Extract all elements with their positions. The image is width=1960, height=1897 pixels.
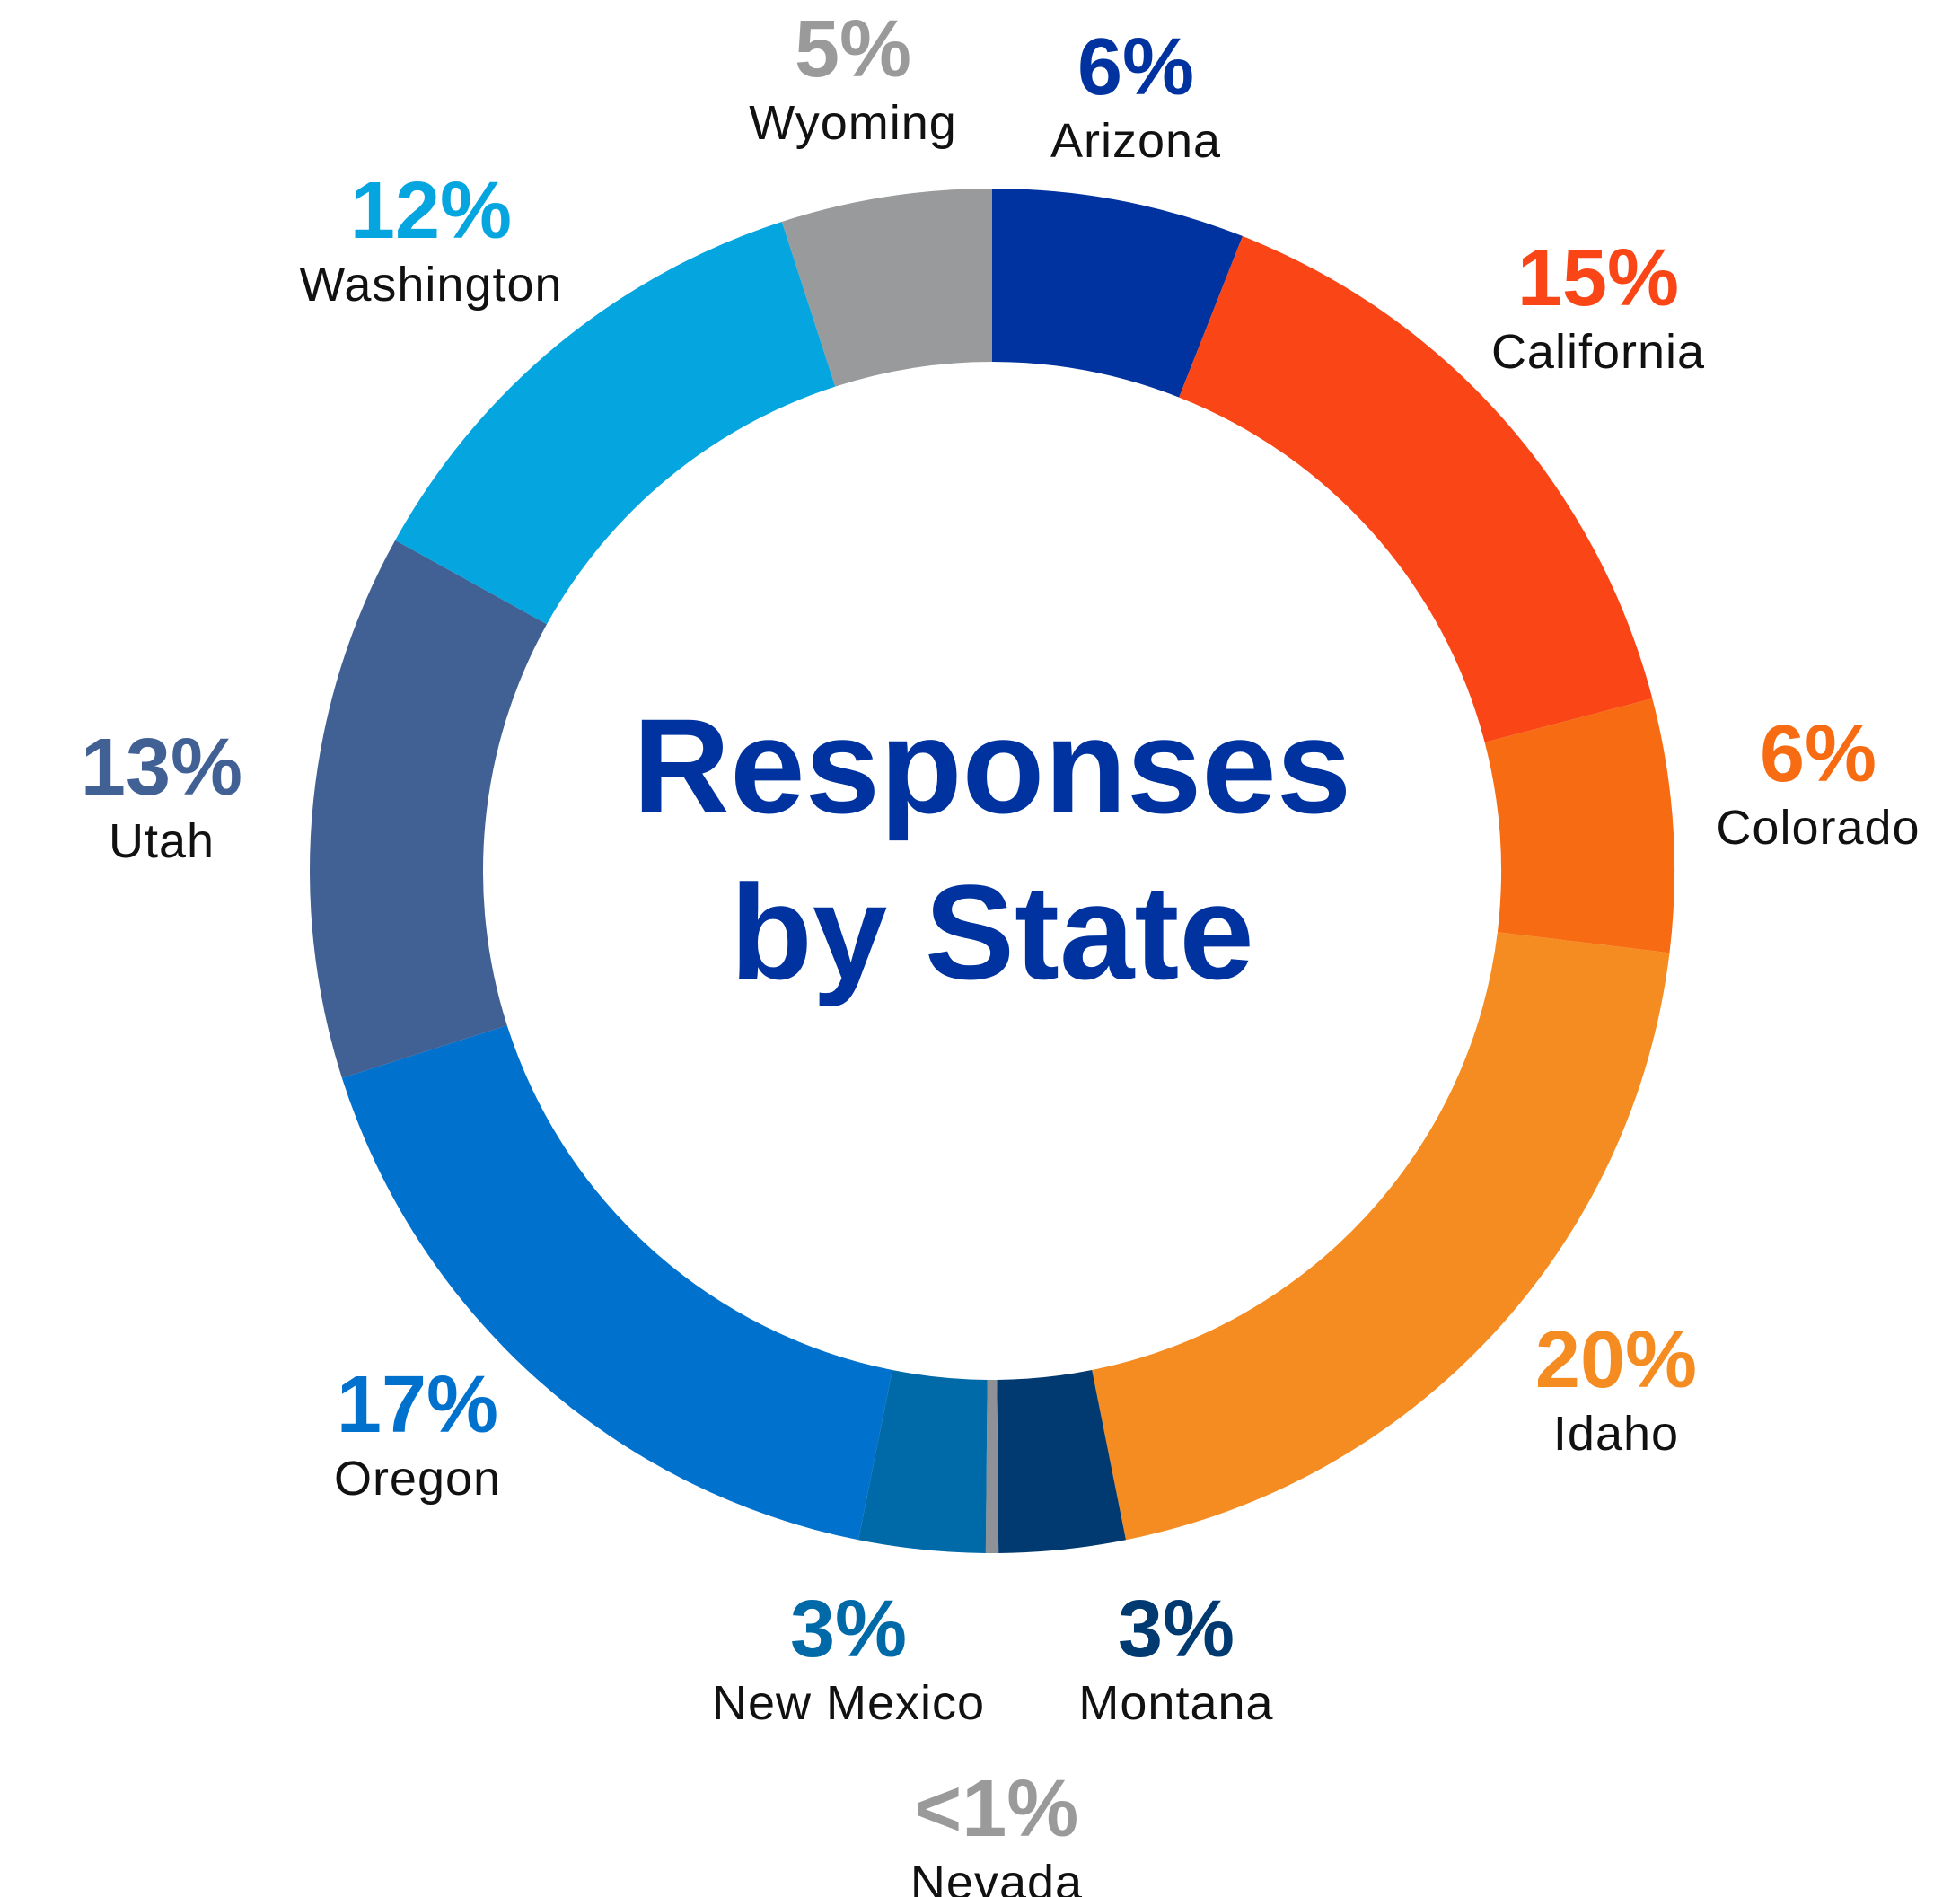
state-label-california: California	[1491, 325, 1705, 379]
pct-label-washington: 12%	[350, 166, 512, 256]
state-label-new-mexico: New Mexico	[712, 1676, 985, 1730]
chart-title-line-2: by State	[730, 856, 1254, 1007]
state-label-utah: Utah	[109, 814, 215, 868]
slice-montana	[997, 1369, 1126, 1553]
pct-label-idaho: 20%	[1535, 1315, 1697, 1405]
slice-utah	[310, 540, 548, 1078]
state-label-oregon: Oregon	[334, 1452, 501, 1506]
state-label-montana: Montana	[1078, 1676, 1273, 1730]
pct-label-nevada: <1%	[915, 1764, 1079, 1854]
slice-wyoming	[781, 189, 992, 387]
chart-title-line-1: Responses	[633, 690, 1351, 841]
pct-label-california: 15%	[1517, 233, 1679, 323]
pct-label-wyoming: 5%	[795, 4, 911, 94]
state-label-wyoming: Wyoming	[749, 96, 957, 150]
slice-new-mexico	[858, 1369, 988, 1553]
state-label-arizona: Arizona	[1050, 114, 1221, 168]
state-label-washington: Washington	[299, 258, 562, 312]
slice-nevada	[985, 1379, 999, 1553]
donut-slices	[310, 189, 1675, 1553]
pct-label-oregon: 17%	[337, 1360, 498, 1450]
slice-california	[1179, 236, 1653, 742]
pct-label-new-mexico: 3%	[790, 1585, 907, 1674]
slice-arizona	[992, 189, 1243, 398]
pct-label-colorado: 6%	[1760, 709, 1877, 799]
state-label-idaho: Idaho	[1553, 1407, 1679, 1461]
pct-label-montana: 3%	[1118, 1585, 1235, 1674]
slice-idaho	[1092, 932, 1670, 1541]
pct-label-utah: 13%	[81, 723, 242, 812]
slice-washington	[395, 221, 836, 625]
slice-oregon	[341, 1025, 892, 1541]
slice-colorado	[1484, 698, 1675, 953]
slice-labels: 6%Arizona15%California6%Colorado20%Idaho…	[81, 4, 1920, 1897]
pct-label-arizona: 6%	[1077, 22, 1194, 112]
state-label-nevada: Nevada	[910, 1856, 1083, 1897]
state-label-colorado: Colorado	[1716, 801, 1920, 855]
